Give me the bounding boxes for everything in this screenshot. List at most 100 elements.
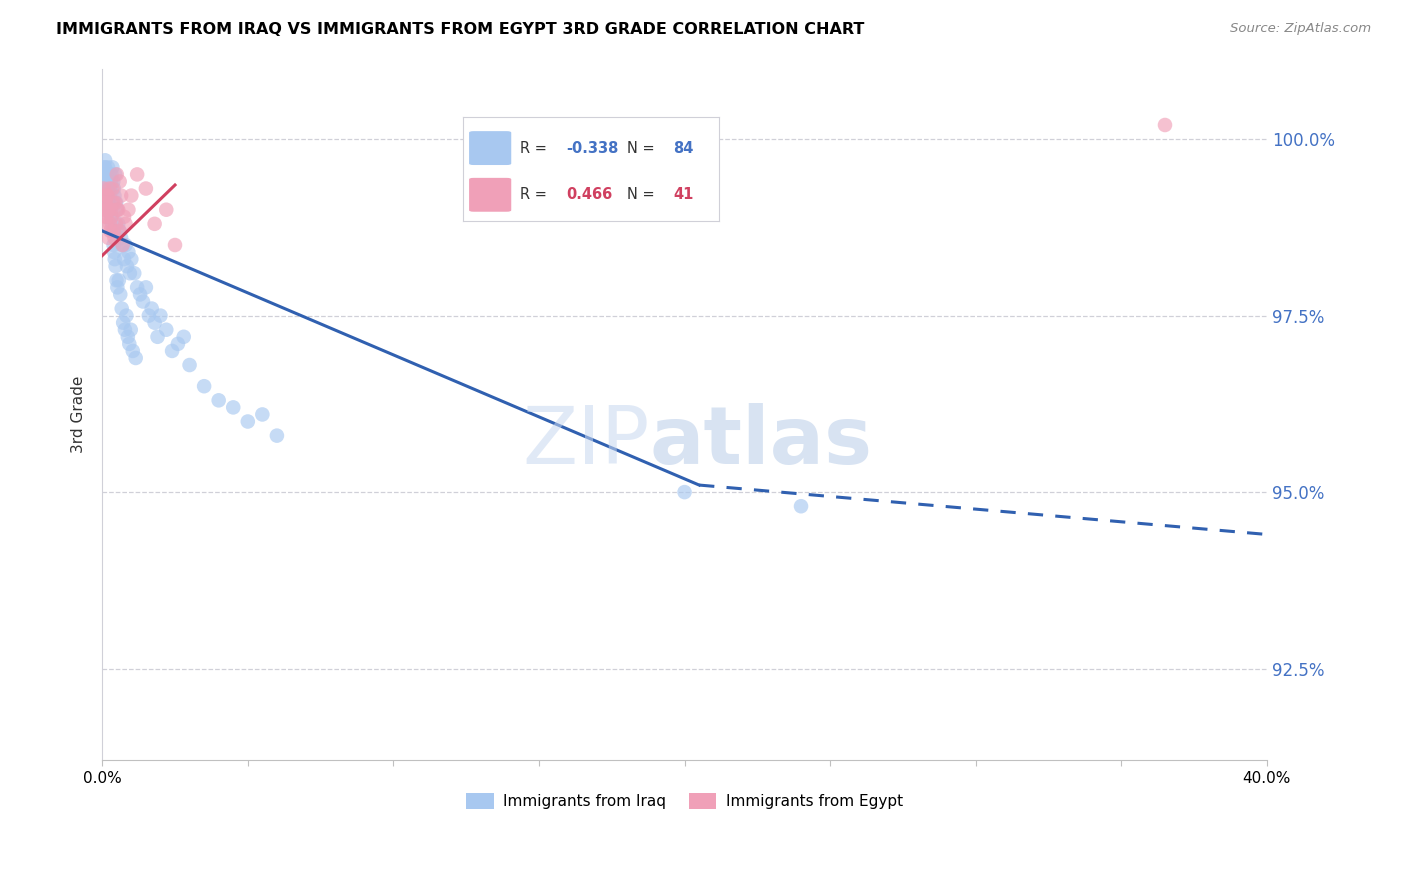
Point: [173, 330, 195, 344]
Point: [117, 245, 139, 260]
Legend: Immigrants from Iraq, Immigrants from Egypt: Immigrants from Iraq, Immigrants from Eg…: [460, 787, 908, 815]
Point: [101, 224, 124, 238]
Point: [118, 336, 141, 351]
Point: [97, 231, 120, 245]
Point: [93, 174, 115, 188]
Point: [98, 188, 121, 202]
Point: [94, 195, 117, 210]
Point: [96, 188, 118, 202]
Point: [98, 168, 121, 182]
Point: [96, 188, 118, 202]
Point: [112, 252, 135, 267]
Point: [97, 202, 120, 217]
Point: [105, 280, 128, 294]
Point: [129, 287, 152, 301]
Point: [94, 153, 117, 168]
Point: [100, 202, 122, 217]
Point: [100, 210, 122, 224]
Point: [96, 181, 118, 195]
Point: [135, 280, 157, 294]
Point: [104, 195, 127, 210]
Point: [103, 231, 125, 245]
Point: [108, 273, 131, 287]
Point: [108, 224, 131, 238]
Y-axis label: 3rd Grade: 3rd Grade: [72, 376, 86, 453]
Point: [121, 343, 143, 358]
Point: [120, 252, 142, 267]
Point: [96, 210, 118, 224]
Point: [163, 238, 186, 252]
Point: [132, 294, 155, 309]
Point: [193, 379, 215, 393]
Point: [120, 323, 142, 337]
Point: [114, 323, 136, 337]
Text: Source: ZipAtlas.com: Source: ZipAtlas.com: [1230, 22, 1371, 36]
Point: [252, 408, 274, 422]
Point: [97, 195, 120, 210]
Point: [103, 224, 125, 238]
Point: [104, 168, 127, 182]
Point: [93, 188, 115, 202]
Point: [96, 188, 118, 202]
Point: [107, 202, 129, 217]
Point: [112, 210, 135, 224]
Point: [108, 174, 131, 188]
Point: [98, 224, 121, 238]
Point: [100, 174, 122, 188]
Point: [100, 202, 122, 217]
Point: [108, 224, 131, 238]
Point: [103, 174, 125, 188]
Point: [110, 188, 132, 202]
Point: [1154, 118, 1177, 132]
Point: [127, 168, 149, 182]
Point: [94, 161, 117, 175]
Point: [118, 266, 141, 280]
Point: [104, 252, 127, 267]
Point: [105, 202, 128, 217]
Point: [673, 485, 696, 500]
Point: [93, 181, 115, 195]
Point: [120, 188, 142, 202]
Point: [117, 202, 139, 217]
Point: [107, 217, 129, 231]
Point: [236, 415, 259, 429]
Point: [101, 195, 124, 210]
Point: [103, 245, 125, 260]
Point: [141, 301, 163, 316]
Point: [125, 351, 148, 365]
Point: [266, 428, 288, 442]
Point: [143, 217, 166, 231]
Text: atlas: atlas: [650, 403, 873, 481]
Point: [222, 401, 245, 415]
Point: [101, 161, 124, 175]
Point: [146, 330, 169, 344]
Text: IMMIGRANTS FROM IRAQ VS IMMIGRANTS FROM EGYPT 3RD GRADE CORRELATION CHART: IMMIGRANTS FROM IRAQ VS IMMIGRANTS FROM …: [56, 22, 865, 37]
Point: [104, 259, 127, 273]
Point: [114, 238, 136, 252]
Point: [93, 168, 115, 182]
Point: [96, 217, 118, 231]
Point: [96, 174, 118, 188]
Point: [179, 358, 201, 372]
Point: [135, 181, 157, 195]
Point: [98, 181, 121, 195]
Point: [103, 181, 125, 195]
Point: [100, 168, 122, 182]
Point: [105, 273, 128, 287]
Point: [115, 259, 138, 273]
Point: [117, 330, 139, 344]
Point: [110, 231, 132, 245]
Point: [98, 217, 121, 231]
Point: [97, 161, 120, 175]
Point: [98, 181, 121, 195]
Point: [100, 210, 122, 224]
Point: [94, 168, 117, 182]
Point: [149, 309, 172, 323]
Point: [112, 316, 135, 330]
Point: [93, 202, 115, 217]
Point: [167, 336, 190, 351]
Point: [114, 217, 136, 231]
Point: [103, 188, 125, 202]
Point: [94, 210, 117, 224]
Point: [111, 301, 134, 316]
